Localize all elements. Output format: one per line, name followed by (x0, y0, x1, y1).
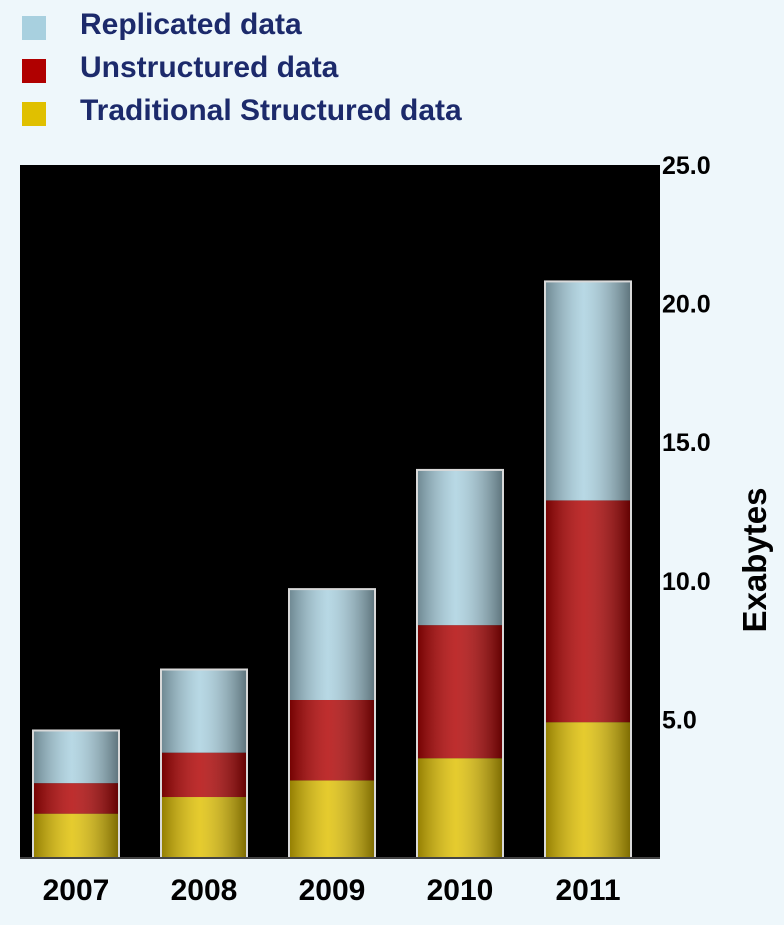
bar-shading-2008 (161, 669, 247, 858)
x-tick-label-2011: 2011 (555, 874, 620, 907)
x-axis-ticks: 2007 2008 2009 2010 2011 (43, 874, 621, 907)
y-tick-label-5.0: 5.0 (662, 706, 697, 734)
x-tick-label-2008: 2008 (171, 874, 238, 907)
bars-group (32, 280, 632, 860)
legend-label-unstructured: Unstructured data (80, 51, 339, 84)
y-tick-label-20.0: 20.0 (662, 291, 711, 319)
bar-shading-2007 (33, 730, 119, 858)
bar-shading-2010 (417, 469, 503, 858)
legend-swatch-structured (22, 102, 46, 126)
legend-label-structured: Traditional Structured data (80, 94, 462, 127)
legend-swatch-replicated (22, 16, 46, 40)
legend-label-replicated: Replicated data (80, 8, 302, 41)
y-tick-label-25.0: 25.0 (662, 152, 711, 180)
y-axis-label: Exabytes (736, 488, 773, 633)
y-axis-ticks: 5.0 10.0 15.0 20.0 25.0 (662, 152, 711, 734)
bar-shading-2011 (545, 281, 631, 858)
y-tick-label-10.0: 10.0 (662, 568, 711, 596)
x-tick-label-2010: 2010 (427, 874, 494, 907)
legend-swatch-unstructured (22, 59, 46, 83)
x-tick-label-2007: 2007 (43, 874, 110, 907)
x-tick-label-2009: 2009 (299, 874, 366, 907)
bar-shading-2009 (289, 589, 375, 858)
y-tick-label-15.0: 15.0 (662, 429, 711, 457)
